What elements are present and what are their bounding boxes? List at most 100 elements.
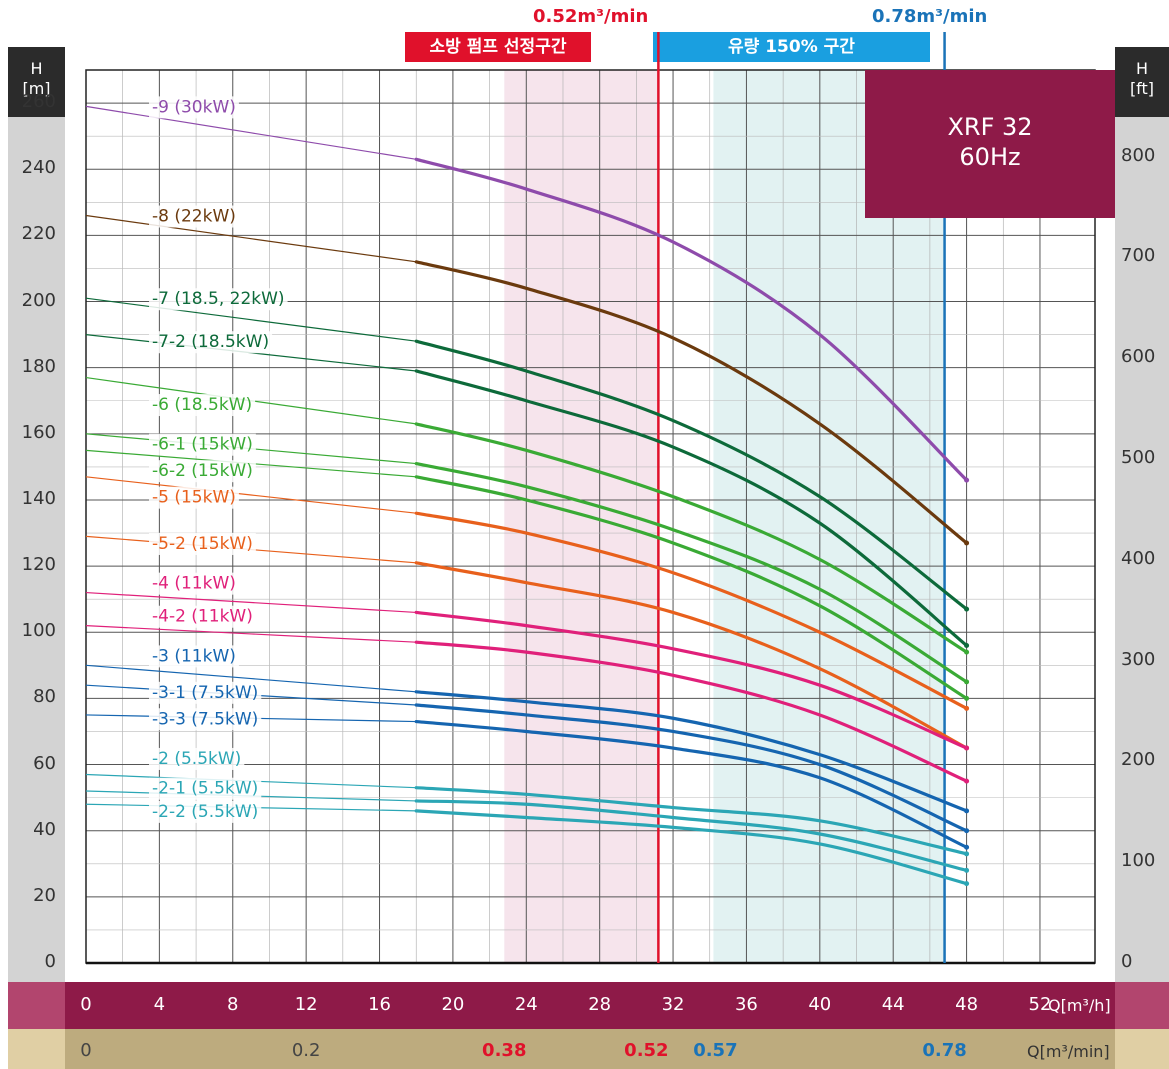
series-label: -4 (11kW) [152, 574, 236, 594]
series-label-bg [149, 394, 256, 417]
series-end-point [964, 642, 970, 648]
right-tick-label: 400 [1121, 547, 1156, 569]
right-tick-label: 500 [1121, 446, 1156, 468]
series-label: -4-2 (11kW) [152, 607, 253, 627]
series-end-point [964, 881, 970, 887]
x-tick-label: 12 [294, 994, 318, 1015]
right-tick-label: 100 [1121, 850, 1156, 872]
x2-tick-label: 0.78 [922, 1040, 967, 1061]
model-frequency: 60Hz [959, 143, 1021, 171]
model-box: XRF 32 60Hz [865, 70, 1115, 218]
x-tick-label: 52 [1028, 994, 1052, 1015]
series-label: -5-2 (15kW) [152, 534, 253, 554]
x2-tick-label: 0.38 [482, 1040, 527, 1061]
series-end-point [964, 745, 970, 751]
series-label: -5 (15kW) [152, 488, 236, 508]
series-end-point [964, 540, 970, 546]
left-tick-label: 60 [33, 752, 56, 774]
x2-tick-label: 0 [80, 1040, 92, 1061]
fire-flow-label: 0.52m³/min [533, 6, 649, 27]
series-curve [414, 561, 969, 750]
series-label-bg [149, 288, 288, 311]
right-tick-label: 600 [1121, 346, 1156, 368]
series-label: -9 (30kW) [152, 97, 236, 117]
left-tick-label: 140 [21, 487, 56, 509]
x-tick-label: 16 [368, 994, 391, 1015]
series-curve [414, 640, 969, 783]
x2-tick-label: 0.52 [624, 1040, 669, 1061]
x-tick-label: 36 [734, 994, 758, 1015]
series-curve [414, 799, 969, 872]
series-curve-thin [85, 625, 417, 643]
series-label: -6 (18.5kW) [152, 395, 252, 415]
series-curve [414, 703, 969, 833]
series-curve-thin [85, 105, 417, 160]
x-tick-label: 4 [153, 994, 166, 1015]
series-curve [414, 369, 969, 648]
x2-tick-label: 0.2 [291, 1040, 321, 1061]
fire-band-header: 소방 펌프 선정구간 [405, 32, 591, 62]
right-tick-label: 800 [1121, 144, 1156, 166]
left-axis-panel: H [m] [8, 47, 65, 982]
left-axis-title: H [m] [8, 47, 65, 117]
series-label-bg [149, 96, 239, 119]
x-tick-label: 24 [514, 994, 538, 1015]
flow150-band-header: 유량 150% 구간 [653, 32, 930, 62]
series-curve [414, 809, 969, 886]
series-label-bg [149, 331, 273, 354]
model-name: XRF 32 [947, 113, 1033, 141]
series-label-bg [149, 486, 239, 509]
series-label: -7-2 (18.5kW) [152, 332, 269, 352]
left-tick-label: 0 [44, 951, 56, 972]
series-end-point [964, 649, 970, 655]
series-curve [414, 511, 969, 710]
series-label: -2-2 (5.5kW) [152, 802, 258, 822]
series-end-point [964, 844, 970, 850]
series-end-point [964, 828, 970, 834]
series-curve-thin [85, 476, 417, 514]
series-label-bg [149, 681, 262, 704]
right-axis-title: H [ft] [1115, 47, 1169, 117]
series-curve [414, 422, 969, 654]
x2-unit-label: Q[m³/min] [1027, 1042, 1110, 1061]
x2-tick-label: 0.57 [693, 1040, 738, 1061]
right-tick-label: 200 [1121, 749, 1156, 771]
x-tick-label: 48 [955, 994, 979, 1015]
series-label: -6-1 (15kW) [152, 435, 253, 455]
series-label: -2-1 (5.5kW) [152, 779, 258, 799]
series-label: -7 (18.5, 22kW) [152, 289, 285, 309]
series-label-bg [149, 800, 262, 823]
series-label-bg [149, 777, 262, 800]
x-tick-label: 32 [661, 994, 685, 1015]
series-end-point [964, 695, 970, 701]
series-end-point [964, 705, 970, 711]
left-tick-label: 80 [33, 686, 56, 708]
series-label-bg [149, 747, 245, 770]
right-axis-panel: H [ft] [1115, 47, 1169, 982]
series-label-bg [149, 645, 239, 668]
series-end-point [964, 867, 970, 873]
series-label: -6-2 (15kW) [152, 461, 253, 481]
series-label-bg [149, 205, 239, 228]
x-axis-bar-m3min [8, 1029, 1169, 1069]
x-unit-label: Q[m³/h] [1048, 996, 1111, 1015]
left-tick-label: 240 [21, 157, 56, 179]
left-tick-label: 180 [21, 355, 56, 377]
left-tick-label: 200 [21, 289, 56, 311]
x-tick-label: 20 [441, 994, 465, 1015]
series-label-bg [149, 433, 256, 456]
x-tick-label: 8 [227, 994, 239, 1015]
series-curve [414, 461, 969, 684]
x-axis-bar-m3h [8, 982, 1169, 1029]
series-curve-thin [85, 214, 417, 263]
left-tick-label: 40 [33, 818, 56, 840]
series-curve [414, 690, 969, 813]
series-label-bg [149, 605, 256, 628]
series-curve-thin [85, 591, 417, 614]
series-curve [414, 339, 969, 611]
left-tick-label: 260 [21, 91, 56, 113]
series-label: -3-3 (7.5kW) [152, 709, 258, 729]
series-label: -3 (11kW) [152, 646, 236, 666]
series-end-point [964, 477, 970, 483]
series-label-bg [149, 532, 256, 555]
